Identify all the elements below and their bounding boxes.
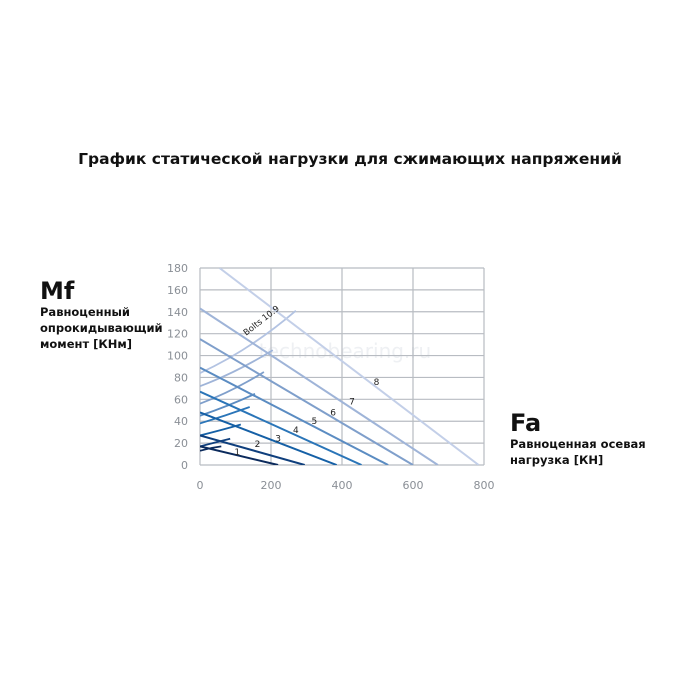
y-tick-label: 0 [181,459,188,472]
y-axis-text: Равноценный опрокидывающий момент [КНм] [40,305,163,351]
y-tick-label: 60 [174,393,188,406]
series-line-6 [200,338,414,465]
y-tick-label: 100 [167,350,188,363]
x-tick-label: 800 [474,479,495,492]
x-tick-label: 400 [332,479,353,492]
series-line-8 [218,268,480,465]
x-tick-label: 0 [197,479,204,492]
chart-title: График статической нагрузки для сжимающи… [78,150,622,168]
x-tick-label: 600 [403,479,424,492]
watermark: technobearing.ru [259,339,431,363]
y-tick-label: 180 [167,262,188,275]
line-label-5: 5 [311,417,317,427]
bolt-curve-4 [200,406,251,425]
series-line-1 [200,445,279,465]
series-line-2 [200,434,305,465]
y-tick-label: 20 [174,437,188,450]
x-axis-text: Равноценная осевая нагрузка [КН] [510,437,646,467]
x-axis-symbol: Fa [510,409,542,437]
x-tick-label: 200 [261,479,282,492]
y-tick-label: 140 [167,306,188,319]
line-label-7: 7 [349,398,355,408]
y-axis-symbol: Mf [40,277,75,305]
bolt-curve-7 [200,349,274,388]
line-label-8: 8 [374,378,380,388]
series-line-4 [200,390,362,465]
series-line-7 [200,307,439,465]
line-label-6: 6 [330,408,336,418]
y-tick-label: 160 [167,284,188,297]
bolt-curve-3 [200,423,242,437]
y-axis-label: Mf Равноценный опрокидывающий момент [КН… [40,278,180,352]
y-tick-label: 80 [174,371,188,384]
line-label-3: 3 [275,435,281,445]
y-tick-label: 120 [167,328,188,341]
plot-area [200,268,480,465]
y-tick-label: 40 [174,415,188,428]
x-axis-label: Fa Равноценная осевая нагрузка [КН] [510,410,660,468]
bolt-curve-2 [200,437,231,448]
line-label-1: 1 [234,448,240,458]
series-line-3 [200,411,338,465]
line-label-2: 2 [255,440,261,450]
line-label-4: 4 [293,426,299,436]
series-line-5 [200,366,389,465]
bolt-curve-6 [200,371,265,405]
